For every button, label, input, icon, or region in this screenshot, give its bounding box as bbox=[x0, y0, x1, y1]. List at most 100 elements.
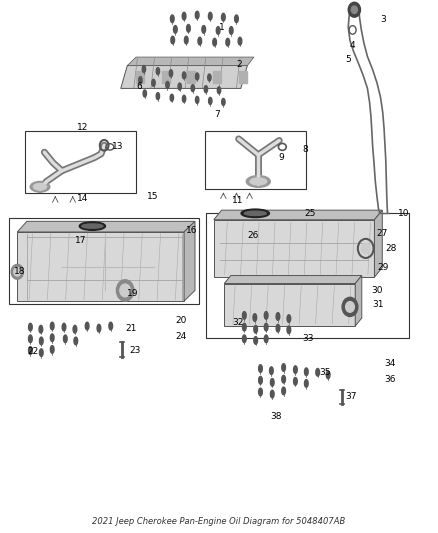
Ellipse shape bbox=[287, 315, 291, 322]
Text: 38: 38 bbox=[271, 412, 282, 421]
Polygon shape bbox=[374, 210, 382, 277]
Ellipse shape bbox=[243, 312, 246, 319]
Text: 2: 2 bbox=[237, 60, 242, 69]
Bar bbox=[213, 71, 221, 83]
Text: 28: 28 bbox=[385, 245, 396, 254]
Ellipse shape bbox=[50, 345, 54, 353]
Ellipse shape bbox=[79, 222, 106, 230]
Text: 16: 16 bbox=[186, 226, 198, 235]
Ellipse shape bbox=[170, 94, 173, 101]
Ellipse shape bbox=[39, 337, 43, 345]
Ellipse shape bbox=[62, 324, 66, 331]
Ellipse shape bbox=[74, 337, 78, 345]
Text: 15: 15 bbox=[147, 192, 159, 201]
Text: 18: 18 bbox=[14, 268, 25, 276]
Ellipse shape bbox=[254, 336, 258, 344]
Ellipse shape bbox=[222, 13, 225, 21]
Ellipse shape bbox=[33, 183, 46, 190]
Polygon shape bbox=[214, 210, 382, 220]
Ellipse shape bbox=[50, 334, 54, 342]
Text: 29: 29 bbox=[377, 263, 389, 272]
Ellipse shape bbox=[264, 335, 268, 343]
Circle shape bbox=[361, 243, 370, 254]
Ellipse shape bbox=[85, 322, 89, 330]
Ellipse shape bbox=[269, 367, 273, 375]
Text: 1: 1 bbox=[219, 23, 225, 32]
Ellipse shape bbox=[39, 326, 42, 333]
Ellipse shape bbox=[293, 377, 297, 385]
Text: 27: 27 bbox=[376, 229, 388, 238]
Polygon shape bbox=[184, 221, 195, 301]
Circle shape bbox=[346, 302, 354, 312]
Ellipse shape bbox=[264, 312, 268, 319]
Ellipse shape bbox=[254, 326, 258, 333]
Text: 7: 7 bbox=[215, 110, 220, 119]
Text: 8: 8 bbox=[302, 145, 308, 154]
Bar bbox=[25, 131, 136, 193]
Text: 5: 5 bbox=[346, 55, 351, 63]
Ellipse shape bbox=[97, 325, 101, 332]
Ellipse shape bbox=[293, 366, 297, 374]
Ellipse shape bbox=[182, 12, 186, 20]
Ellipse shape bbox=[230, 27, 233, 34]
Bar bbox=[205, 131, 306, 189]
Ellipse shape bbox=[143, 90, 146, 97]
Circle shape bbox=[351, 6, 357, 13]
Text: 32: 32 bbox=[232, 318, 244, 327]
Ellipse shape bbox=[243, 335, 246, 343]
Ellipse shape bbox=[208, 74, 211, 81]
Circle shape bbox=[348, 2, 360, 17]
Ellipse shape bbox=[276, 325, 280, 332]
Ellipse shape bbox=[109, 322, 113, 330]
Ellipse shape bbox=[316, 368, 319, 376]
Ellipse shape bbox=[264, 324, 268, 331]
Ellipse shape bbox=[241, 209, 269, 217]
Ellipse shape bbox=[166, 82, 169, 88]
Bar bbox=[239, 71, 247, 83]
Ellipse shape bbox=[259, 376, 262, 384]
Ellipse shape bbox=[243, 324, 246, 331]
Ellipse shape bbox=[202, 26, 205, 33]
Polygon shape bbox=[127, 57, 254, 66]
Text: 35: 35 bbox=[319, 368, 331, 377]
Ellipse shape bbox=[195, 73, 199, 80]
Polygon shape bbox=[214, 220, 374, 277]
Ellipse shape bbox=[217, 87, 221, 94]
Ellipse shape bbox=[282, 387, 286, 395]
Bar bbox=[10, 217, 199, 304]
Ellipse shape bbox=[64, 335, 67, 343]
Ellipse shape bbox=[222, 99, 225, 106]
Polygon shape bbox=[121, 66, 247, 88]
Ellipse shape bbox=[184, 36, 188, 44]
Ellipse shape bbox=[287, 326, 291, 334]
Text: 14: 14 bbox=[77, 194, 88, 203]
Circle shape bbox=[342, 297, 358, 317]
Bar bbox=[136, 71, 144, 83]
Ellipse shape bbox=[187, 25, 190, 32]
Text: 4: 4 bbox=[350, 42, 356, 51]
Polygon shape bbox=[224, 276, 362, 284]
Ellipse shape bbox=[276, 313, 280, 320]
Text: 37: 37 bbox=[346, 392, 357, 401]
Ellipse shape bbox=[178, 83, 181, 90]
Ellipse shape bbox=[208, 98, 212, 104]
Ellipse shape bbox=[39, 349, 43, 357]
Ellipse shape bbox=[195, 11, 199, 19]
Text: 30: 30 bbox=[371, 286, 382, 295]
Ellipse shape bbox=[270, 390, 274, 398]
Text: 34: 34 bbox=[384, 359, 396, 368]
Text: 31: 31 bbox=[372, 300, 383, 309]
Text: 20: 20 bbox=[175, 316, 187, 325]
Circle shape bbox=[11, 264, 23, 279]
Ellipse shape bbox=[226, 38, 230, 46]
Text: 2021 Jeep Cherokee Pan-Engine Oil Diagram for 5048407AB: 2021 Jeep Cherokee Pan-Engine Oil Diagra… bbox=[92, 517, 346, 526]
Text: 12: 12 bbox=[77, 123, 88, 132]
Text: 9: 9 bbox=[278, 153, 284, 162]
Ellipse shape bbox=[28, 346, 32, 354]
Ellipse shape bbox=[326, 371, 330, 379]
Ellipse shape bbox=[50, 322, 54, 330]
Ellipse shape bbox=[195, 96, 199, 103]
Ellipse shape bbox=[156, 93, 159, 100]
Ellipse shape bbox=[204, 86, 208, 93]
Text: 24: 24 bbox=[175, 332, 187, 341]
